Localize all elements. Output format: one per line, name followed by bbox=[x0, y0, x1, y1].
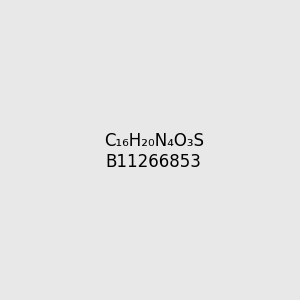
Text: C₁₆H₂₀N₄O₃S
B11266853: C₁₆H₂₀N₄O₃S B11266853 bbox=[104, 132, 204, 171]
